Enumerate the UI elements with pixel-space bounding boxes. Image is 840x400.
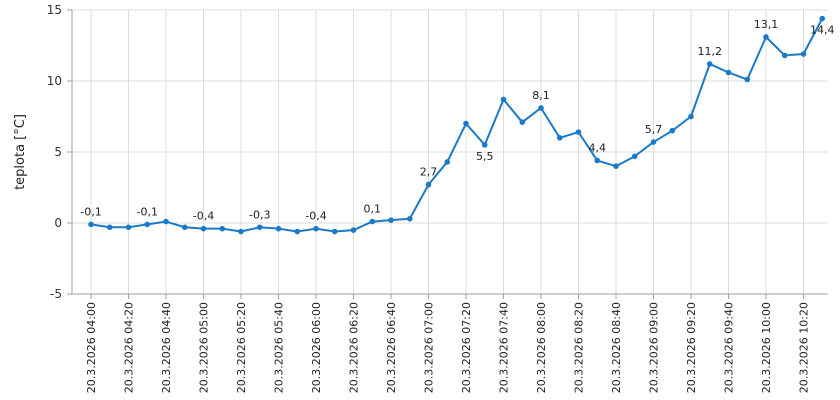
- data-point: [181, 224, 188, 231]
- x-tick-label: 20.3.2026 10:20: [798, 302, 811, 393]
- x-tick-label: 20.3.2026 04:00: [85, 302, 98, 393]
- data-point: [669, 127, 676, 134]
- data-point: [369, 218, 376, 225]
- data-point: [219, 225, 226, 232]
- x-tick-label: 20.3.2026 08:40: [610, 302, 623, 393]
- data-label: 14,4: [810, 24, 835, 37]
- x-tick-label: 20.3.2026 09:20: [685, 302, 698, 393]
- data-point: [294, 228, 301, 235]
- grid-layer: [72, 9, 828, 295]
- x-tick-label: 20.3.2026 05:40: [273, 302, 286, 393]
- data-point: [575, 129, 582, 135]
- data-point: [350, 227, 357, 233]
- data-label: 4,4: [589, 142, 607, 155]
- y-tick-label: 5: [54, 145, 62, 159]
- data-label: -0,1: [80, 205, 101, 218]
- data-point: [800, 51, 807, 57]
- data-point: [500, 96, 507, 103]
- data-point: [556, 135, 563, 141]
- y-tick-label: 10: [47, 74, 62, 88]
- x-tick-label: 20.3.2026 07:40: [498, 302, 511, 393]
- data-point: [538, 105, 544, 111]
- y-tick-label: 0: [54, 216, 62, 230]
- data-label: -0,3: [249, 208, 270, 221]
- x-tick-label: 20.3.2026 05:20: [235, 302, 248, 393]
- x-tick-label: 20.3.2026 04:20: [123, 302, 136, 393]
- data-point: [706, 61, 713, 67]
- y-tick-label: -5: [50, 287, 62, 301]
- y-axis-label: teplota [°C]: [13, 114, 28, 190]
- x-tick-label: 20.3.2026 09:40: [723, 302, 736, 393]
- data-point: [238, 228, 244, 235]
- data-point: [688, 113, 694, 120]
- x-tick-label: 20.3.2026 08:20: [573, 302, 586, 393]
- series-layer: [88, 15, 826, 235]
- data-label: -0,1: [137, 205, 158, 218]
- data-point: [613, 163, 619, 169]
- x-tick-label: 20.3.2026 10:00: [760, 302, 773, 393]
- data-point: [650, 139, 657, 145]
- data-label: 11,2: [698, 45, 723, 58]
- data-point: [200, 225, 207, 232]
- data-point: [631, 153, 638, 160]
- x-tick-label: 20.3.2026 06:20: [348, 302, 361, 393]
- x-tick-label: 20.3.2026 07:00: [423, 302, 436, 393]
- data-point: [763, 34, 769, 40]
- data-label: 0,1: [364, 203, 382, 216]
- x-tick-label: 20.3.2026 08:00: [535, 302, 548, 393]
- data-point: [125, 224, 132, 231]
- temperature-series-line: [90, 18, 824, 233]
- data-label: 2,7: [420, 166, 438, 179]
- data-point: [744, 76, 751, 83]
- data-point: [331, 228, 338, 235]
- data-point: [463, 120, 469, 127]
- x-tick-label: 20.3.2026 04:40: [160, 302, 173, 393]
- axis-layer: -5 0 5 10 15 20.3.2026 04:00 20.3.2026 04:20 20…: [47, 3, 828, 393]
- data-point: [819, 15, 826, 22]
- data-point: [594, 157, 601, 164]
- data-point: [313, 225, 319, 232]
- data-point: [725, 69, 732, 76]
- data-point: [163, 218, 169, 225]
- data-point: [388, 217, 394, 223]
- x-tick-label: 20.3.2026 06:00: [310, 302, 323, 393]
- data-point: [256, 224, 263, 231]
- x-tick-label: 20.3.2026 07:20: [460, 302, 473, 393]
- y-tick-label: 15: [47, 3, 62, 17]
- data-label: 5,5: [476, 150, 494, 163]
- x-tick-label: 20.3.2026 09:00: [648, 302, 661, 393]
- data-point: [144, 221, 151, 228]
- data-point: [275, 225, 282, 232]
- data-label: -0,4: [193, 210, 214, 223]
- data-label: 8,1: [532, 89, 550, 102]
- data-point: [88, 221, 94, 228]
- data-label-layer: -0,1 -0,1 -0,4 -0,3 -0,4 0,1 2,7 5,5 8,1 4,4 5,7 11…: [80, 18, 834, 223]
- data-point: [406, 215, 413, 222]
- data-label: 13,1: [754, 18, 779, 31]
- data-label: 5,7: [645, 123, 663, 136]
- data-point: [781, 52, 788, 59]
- data-point: [425, 181, 432, 188]
- data-point: [444, 159, 451, 165]
- data-point: [481, 142, 488, 148]
- x-tick-label: 20.3.2026 05:00: [198, 302, 211, 393]
- data-point: [106, 224, 113, 231]
- data-label: -0,4: [305, 210, 326, 223]
- x-tick-label: 20.3.2026 06:40: [385, 302, 398, 393]
- data-point: [519, 119, 526, 125]
